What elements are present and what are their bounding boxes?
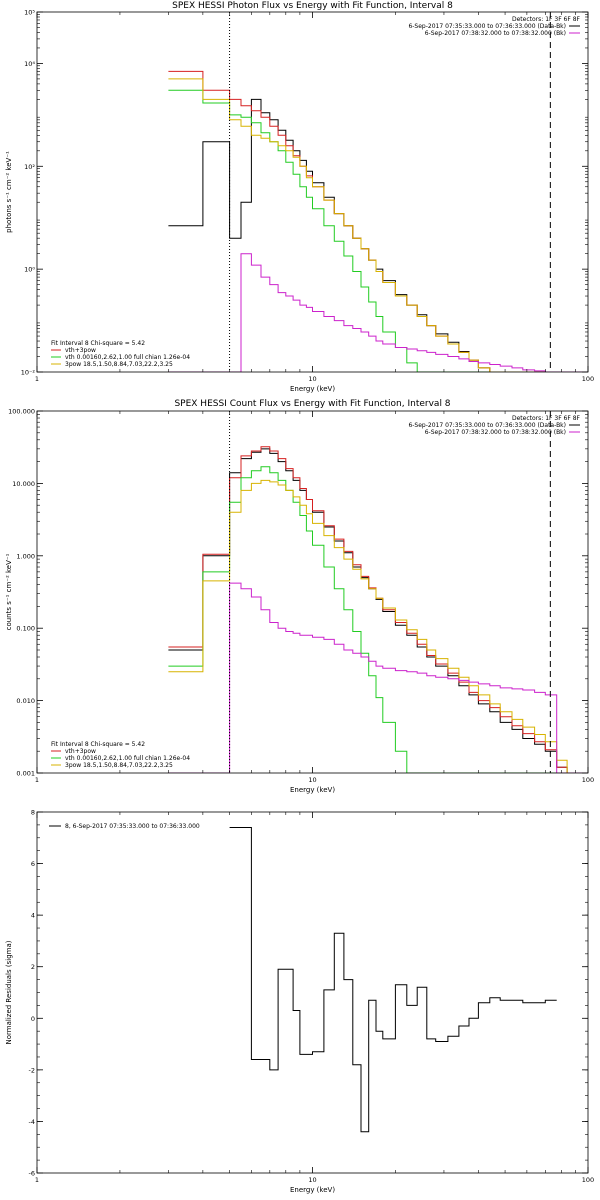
y-tick-label: 10⁵ — [24, 9, 35, 17]
legend-entry: 6-Sep-2017 07:38:32.000 to 07:38:32.000 … — [425, 429, 566, 436]
legend-entry: vth 0.00160,2.62,1.00 full chian 1.26e-0… — [65, 755, 190, 762]
y-tick-label: 0 — [31, 1015, 35, 1023]
y-axis-label: counts s⁻¹ cm⁻² keV⁻¹ — [5, 553, 13, 630]
x-axis-label: Energy (keV) — [290, 385, 335, 393]
x-tick-label: 10 — [308, 375, 316, 383]
series-line-8-6-sep-2017-07-35-33-000-to-07-36-33-000 — [229, 827, 557, 1133]
y-tick-label: 0.100 — [16, 625, 35, 633]
count-flux-plot: SPEX HESSI Count Flux vs Energy with Fit… — [5, 399, 594, 794]
legend-entry: vth+3pow — [65, 748, 96, 755]
x-tick-label: 100 — [582, 1176, 594, 1184]
legend-entry: 8, 6-Sep-2017 07:35:33.000 to 07:36:33.0… — [65, 823, 200, 830]
series-line-vth — [168, 466, 588, 773]
x-axis-label: Energy (keV) — [290, 1186, 335, 1194]
chart-title: SPEX HESSI Count Flux vs Energy with Fit… — [174, 399, 450, 409]
y-tick-label: 8 — [31, 809, 35, 817]
x-tick-label: 100 — [582, 776, 594, 784]
y-tick-label: -2 — [29, 1066, 35, 1074]
legend-entry: vth+3pow — [65, 347, 96, 354]
y-tick-label: 10⁰ — [24, 266, 35, 274]
photon-flux-plot: SPEX HESSI Photon Flux vs Energy with Fi… — [5, 1, 594, 393]
y-tick-label: 1.000 — [16, 552, 35, 560]
legend-entry: Detectors: 1F 3F 6F 8F — [512, 415, 581, 422]
y-tick-label: 10² — [24, 163, 35, 171]
y-tick-label: 0.010 — [16, 697, 35, 705]
chart-title: SPEX HESSI Photon Flux vs Energy with Fi… — [172, 1, 453, 11]
legend-entry: Fit Interval 8 Chi-square = 5.42 — [51, 340, 145, 347]
series-line-3pow — [168, 78, 588, 372]
x-tick-label: 1 — [35, 1176, 39, 1184]
x-tick-label: 10 — [308, 1176, 316, 1184]
x-tick-label: 100 — [582, 375, 594, 383]
legend-entry: 3pow 18.5,1.50,8.84,7.03,22.2,3.25 — [65, 762, 173, 769]
y-tick-label: 10⁴ — [24, 60, 35, 68]
x-axis-label: Energy (keV) — [290, 786, 335, 794]
y-tick-label: 10.000 — [12, 480, 35, 488]
residuals-plot: 1 10 100 -6 -4 -2 0 2 4 6 8 Energy (keV) Normalized … — [5, 809, 594, 1195]
y-tick-label: 6 — [31, 860, 35, 868]
y-tick-label: -6 — [29, 1170, 35, 1178]
y-tick-label: -4 — [29, 1118, 35, 1126]
legend-entry: vth 0.00160,2.62,1.00 full chian 1.26e-0… — [65, 354, 190, 361]
legend-entry: 6-Sep-2017 07:38:32.000 to 07:38:32.000 … — [425, 30, 566, 37]
x-tick-label: 1 — [35, 776, 39, 784]
legend-entry: Detectors: 1F 3F 6F 8F — [512, 16, 581, 23]
series-line-vth — [168, 89, 588, 372]
legend-entry: Fit Interval 8 Chi-square = 5.42 — [51, 741, 145, 748]
y-tick-label: 10⁻² — [21, 369, 36, 377]
series-line-bk — [168, 253, 588, 372]
y-tick-label: 0.001 — [16, 770, 35, 778]
y-tick-label: 100.000 — [8, 408, 35, 416]
y-tick-label: 4 — [31, 912, 35, 920]
legend-entry: 6-Sep-2017 07:35:33.000 to 07:36:33.000 … — [408, 23, 566, 30]
series-line-3pow — [168, 479, 588, 773]
x-tick-label: 1 — [35, 375, 39, 383]
y-tick-label: 2 — [31, 963, 35, 971]
series-line-bk — [168, 582, 588, 773]
legend-entry: 6-Sep-2017 07:35:33.000 to 07:36:33.000 … — [408, 422, 566, 429]
legend-entry: 3pow 18.5,1.50,8.84,7.03,22.2,3.25 — [65, 361, 173, 368]
y-axis-label: Normalized Residuals (sigma) — [5, 940, 13, 1044]
x-tick-label: 10 — [308, 776, 316, 784]
y-axis-label: photons s⁻¹ cm⁻² keV⁻¹ — [5, 151, 13, 233]
